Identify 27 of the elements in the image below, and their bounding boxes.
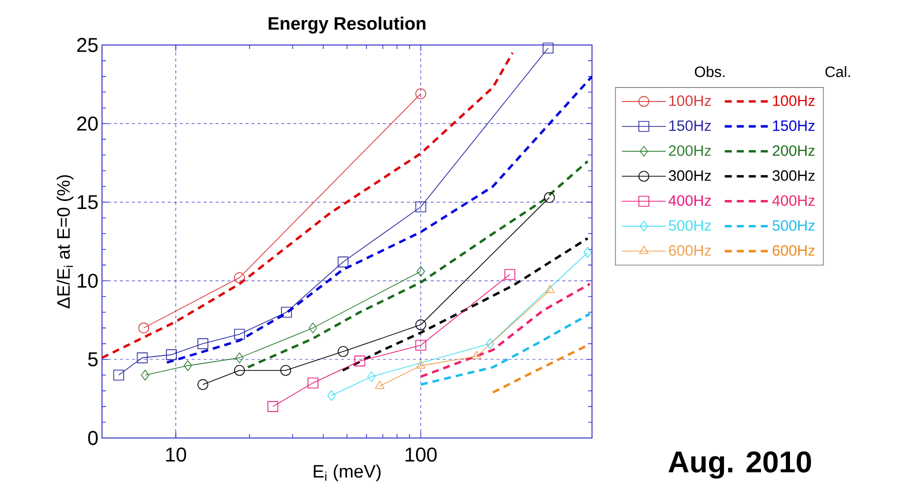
legend-label: 400Hz bbox=[772, 195, 815, 206]
y-tick-label: 15 bbox=[78, 195, 98, 210]
y-tick-label: 20 bbox=[77, 116, 98, 131]
legend-label: 100Hz bbox=[773, 95, 815, 106]
legend-label: 400Hz bbox=[668, 195, 711, 206]
legend-label: 200Hz bbox=[772, 145, 815, 156]
legend-label: 600Hz bbox=[668, 245, 711, 256]
y-axis-title: ΔE/E$_{i}$ at E=0 (%) bbox=[56, 175, 74, 308]
legend-label: 500Hz bbox=[668, 220, 711, 231]
legend-label: 300Hz bbox=[668, 170, 711, 181]
chart-title: Energy Resolution bbox=[268, 16, 426, 34]
legend-label: 100Hz bbox=[669, 95, 711, 106]
y-tick-label: 5 bbox=[88, 352, 98, 366]
text: Cal. bbox=[825, 66, 850, 78]
legend-label: 300Hz bbox=[772, 170, 815, 181]
legend-label: 600Hz bbox=[772, 245, 815, 256]
text: Aug. 2010 bbox=[668, 451, 812, 479]
legend-label: 500Hz bbox=[772, 220, 815, 231]
legend-label: 150Hz bbox=[773, 120, 815, 131]
y-tick-label: 10 bbox=[78, 274, 98, 288]
y-tick-label: 0 bbox=[88, 430, 98, 446]
text: Obs. bbox=[694, 66, 724, 78]
x-axis-title: E$_{i}$ (meV) bbox=[314, 464, 381, 482]
legend-label: 200Hz bbox=[668, 145, 711, 156]
legend-label: 150Hz bbox=[669, 120, 711, 131]
y-tick-label: 25 bbox=[77, 38, 98, 52]
x-tick-label: 100 bbox=[406, 448, 437, 462]
